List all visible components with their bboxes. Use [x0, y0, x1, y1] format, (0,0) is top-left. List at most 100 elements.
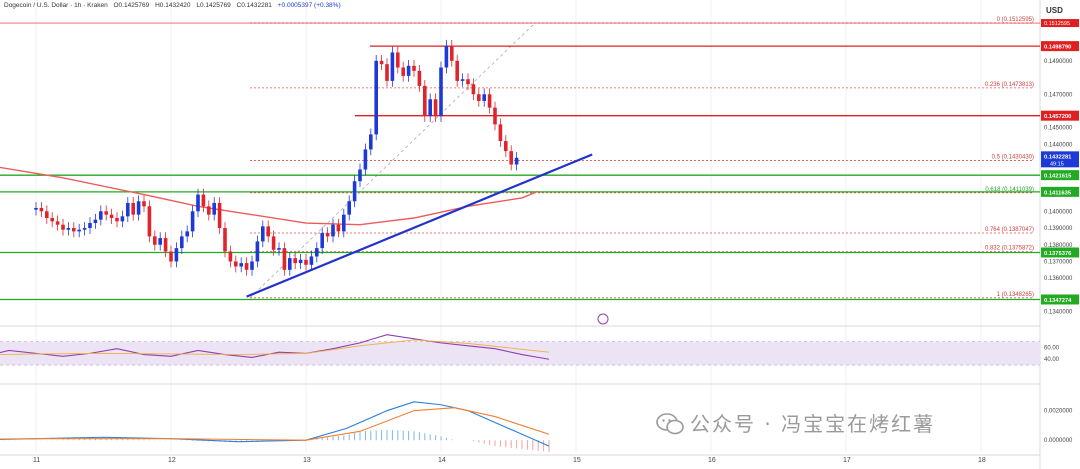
candle-body	[77, 229, 81, 232]
candle-body	[212, 202, 216, 215]
watermark-text: 公众号 · 冯宝宝在烤红薯	[690, 412, 936, 436]
ohlc-close: C0.1432281	[236, 2, 272, 9]
price-tick-label: 0.1470000	[1044, 92, 1073, 98]
candle-body	[109, 214, 114, 218]
chart-header: Dogecoin / U.S. Dollar · 1h · Kraken O0.…	[4, 2, 345, 9]
candle-body	[509, 151, 513, 165]
candle-body	[417, 70, 422, 86]
candle-body	[50, 218, 54, 222]
price-tick-label: 0.1340000	[1044, 310, 1073, 316]
candle-body	[412, 65, 416, 71]
resistance-price-tag	[1041, 110, 1079, 121]
alert-icon	[597, 313, 609, 325]
candle-body	[190, 211, 195, 232]
candle-body	[358, 169, 362, 182]
support-price-tag	[1041, 186, 1079, 197]
level-price-label: 0.1375376	[1044, 251, 1072, 257]
candle-body	[455, 60, 459, 81]
candle-body	[433, 99, 438, 116]
candle-body	[115, 218, 119, 222]
time-tick-label: 15	[573, 457, 581, 464]
price-tick-label: 0.1380000	[1044, 243, 1073, 249]
candle-body	[126, 202, 130, 217]
candle-body	[282, 248, 287, 270]
level-price-label: 0.1457200	[1044, 114, 1071, 120]
price-tick-label: 0.1450000	[1044, 126, 1073, 132]
candle-body	[428, 99, 432, 116]
candle-body	[82, 228, 87, 230]
candle-body	[277, 248, 281, 250]
candle-body	[34, 207, 38, 210]
watermark: 公众号 · 冯宝宝在烤红薯	[656, 408, 935, 437]
last-price-tag	[1041, 151, 1079, 168]
candle-body	[234, 261, 238, 267]
time-tick-label: 17	[843, 457, 851, 464]
candle-body	[88, 223, 92, 229]
candle-body	[239, 263, 243, 267]
candle-body	[99, 211, 103, 220]
time-tick-label: 16	[708, 457, 716, 464]
ohlc-low: L0.1425769	[196, 2, 231, 9]
fib-level-label: 0.832 (0.1375872)	[985, 246, 1034, 252]
level-price-label: 0.1421615	[1044, 174, 1072, 180]
candle-body	[482, 94, 486, 101]
level-price-label: 0.1411635	[1044, 190, 1072, 196]
candle-body	[45, 211, 49, 218]
fib-level-label: 0 (0.1512595)	[997, 17, 1034, 23]
support-price-tag	[1041, 294, 1079, 305]
price-tick-label: 0.1440000	[1044, 142, 1073, 148]
candle-body	[142, 201, 146, 207]
candle-body	[298, 259, 303, 264]
candle-body	[450, 45, 454, 61]
candle-body	[153, 236, 157, 245]
symbol-title: Dogecoin / U.S. Dollar · 1h · Kraken	[4, 2, 108, 9]
candle-body	[477, 94, 481, 101]
time-tick-label: 11	[33, 457, 40, 464]
candle-body	[147, 206, 152, 237]
candle-body	[444, 45, 449, 68]
candle-body	[201, 194, 206, 207]
candle-body	[352, 181, 357, 202]
resistance-price-tag	[1041, 41, 1079, 52]
macd-tick-label: 0.0020000	[1044, 409, 1073, 415]
candle-body	[379, 60, 384, 65]
ohlc-high: H0.1432420	[155, 2, 191, 9]
candle-body	[228, 251, 233, 262]
price-tick-label: 0.1370000	[1044, 259, 1073, 265]
candle-body	[342, 214, 346, 232]
rsi-band	[0, 341, 1040, 366]
rsi-tick-label: 60.00	[1044, 346, 1060, 352]
candle-body	[255, 241, 260, 262]
candle-body	[498, 124, 503, 142]
candle-body	[331, 224, 335, 237]
candle-body	[315, 248, 319, 257]
candle-body	[61, 224, 65, 230]
candle-body	[158, 238, 162, 245]
candle-body	[93, 219, 98, 224]
candle-body	[304, 259, 308, 265]
candle-body	[390, 52, 395, 81]
candle-body	[396, 52, 400, 68]
candle-body	[466, 79, 470, 85]
time-tick-label: 18	[978, 457, 986, 464]
candle-body	[288, 258, 292, 270]
candle-body	[169, 251, 173, 262]
candle-body	[39, 207, 44, 212]
candle-body	[401, 67, 405, 76]
candle-body	[493, 107, 497, 125]
macd-tick-label: 0.0000000	[1044, 438, 1073, 444]
candle-body	[320, 233, 324, 249]
candle-body	[131, 202, 135, 215]
candle-body	[250, 261, 254, 270]
candle-body	[423, 85, 427, 116]
candle-body	[223, 228, 227, 252]
level-price-label: 0.1347274	[1044, 298, 1072, 304]
ohlc-open: O0.1425769	[113, 2, 150, 9]
candle-body	[293, 258, 297, 264]
candle-body	[487, 94, 492, 108]
level-price-label: 0.1498790	[1044, 45, 1071, 51]
rsi-series-line	[0, 339, 550, 356]
time-tick-label: 13	[303, 457, 311, 464]
candle-body	[336, 224, 341, 232]
